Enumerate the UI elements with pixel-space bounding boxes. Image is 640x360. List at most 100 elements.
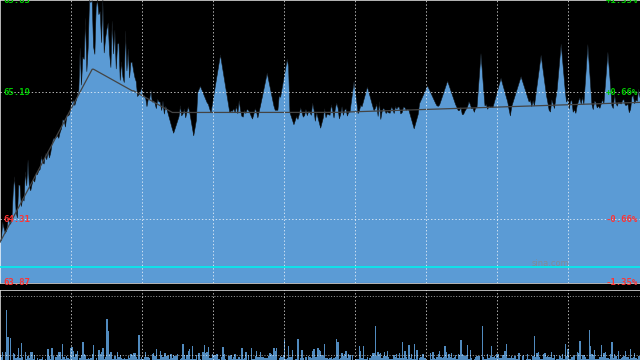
Bar [620,359,621,360]
Bar [266,358,268,360]
Bar [467,345,468,360]
Bar [298,339,299,360]
Bar [168,355,169,360]
Bar [261,357,262,360]
Text: sina.com: sina.com [531,260,569,269]
Bar [326,358,328,360]
Bar [285,359,287,360]
Bar [347,358,348,360]
Text: 65.19: 65.19 [3,88,30,97]
Bar [374,353,375,360]
Bar [291,357,292,360]
Bar [331,357,332,360]
Bar [484,359,486,360]
Bar [432,352,433,360]
Bar [255,356,256,360]
Bar [491,346,492,360]
Text: +1.35%: +1.35% [606,0,638,5]
Bar [475,356,476,360]
Bar [239,357,240,360]
Bar [463,355,464,360]
Bar [516,359,518,360]
Bar [257,357,259,360]
Bar [118,357,120,360]
Bar [600,346,602,360]
Bar [367,357,368,360]
Bar [339,359,340,360]
Bar [17,357,18,360]
Bar [276,348,277,360]
Bar [503,355,504,360]
Bar [508,358,509,360]
Bar [596,359,598,360]
Bar [92,354,93,360]
Bar [104,359,105,360]
Bar [42,357,44,360]
Bar [335,357,336,360]
Bar [301,350,303,360]
Bar [117,352,118,360]
Bar [31,352,33,360]
Bar [77,351,78,360]
Bar [184,355,185,360]
Bar [204,345,205,360]
Bar [460,340,461,360]
Bar [161,355,163,360]
Bar [129,358,131,360]
Bar [364,359,365,360]
Text: -0.66%: -0.66% [606,215,638,224]
Bar [513,359,514,360]
Bar [612,359,614,360]
Bar [195,359,196,360]
Bar [543,354,545,360]
Bar [211,358,212,360]
Bar [243,359,244,360]
Bar [622,357,623,360]
Bar [182,344,184,360]
Bar [403,358,404,360]
Bar [590,346,591,360]
Bar [530,359,531,360]
Bar [408,345,410,360]
Bar [10,338,12,360]
Bar [636,358,637,360]
Bar [625,351,626,360]
Bar [65,359,66,360]
Bar [294,359,296,360]
Bar [177,354,179,360]
Bar [264,358,265,360]
Bar [482,327,483,360]
Bar [500,358,502,360]
Bar [213,355,214,360]
Bar [98,350,100,360]
Bar [602,357,604,360]
Bar [51,348,52,360]
Bar [337,342,339,360]
Bar [61,359,62,360]
Bar [527,354,529,360]
Bar [315,357,316,360]
Bar [149,358,150,360]
Bar [490,356,491,360]
Bar [176,356,177,360]
Bar [230,355,232,360]
Bar [287,358,288,360]
Bar [392,359,394,360]
Bar [56,356,57,360]
Bar [158,359,159,360]
Bar [205,353,207,360]
Bar [381,358,383,360]
Bar [308,356,309,360]
Bar [272,355,273,360]
Bar [547,356,548,360]
Bar [589,330,590,360]
Text: -1.35%: -1.35% [606,278,638,287]
Bar [591,354,593,360]
Bar [431,359,432,360]
Bar [40,359,41,360]
Bar [376,356,378,360]
Bar [138,335,140,360]
Bar [186,355,188,360]
Bar [342,356,344,360]
Bar [93,345,94,360]
